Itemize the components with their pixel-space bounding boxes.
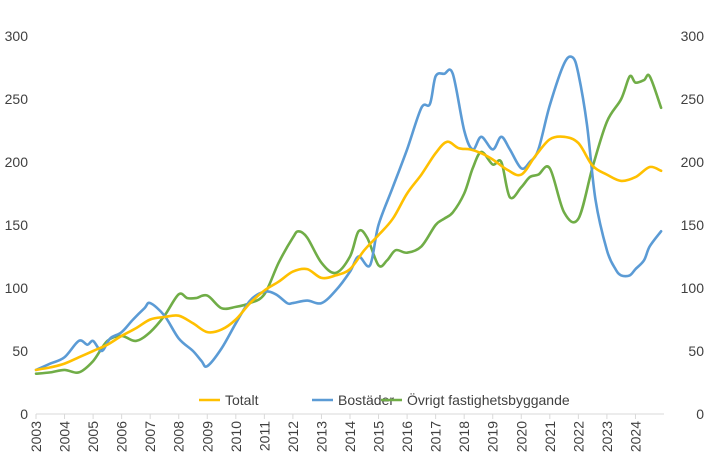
x-tick-label: 2023 xyxy=(599,421,615,452)
y-tick-label-left: 50 xyxy=(12,343,28,359)
x-tick-label: 2019 xyxy=(485,421,501,452)
legend: Totalt Bostäder Övrigt fastighetsbyggande xyxy=(199,391,570,408)
series-line-totalt xyxy=(34,135,663,372)
x-tick-label: 2012 xyxy=(285,421,301,452)
x-tick-label: 2013 xyxy=(313,421,329,452)
x-tick-label: 2008 xyxy=(171,421,187,452)
y-tick-label-right: 100 xyxy=(681,280,705,296)
series-line-bost-der xyxy=(34,55,663,372)
series-lines xyxy=(34,55,663,375)
legend-label-totalt: Totalt xyxy=(225,392,259,408)
series-line-vrigt-fastighetsbyggande xyxy=(34,73,663,375)
tick-labels: 0 0 50 50 100 100 150 150 200 200 250 250 300 300 2003… xyxy=(5,28,705,452)
axes xyxy=(35,413,664,419)
y-tick-label-right: 300 xyxy=(681,28,705,44)
y-tick-label-left: 250 xyxy=(5,91,29,107)
legend-label-vrigt-fastighetsbyggande: Övrigt fastighetsbyggande xyxy=(407,391,570,408)
y-tick-label-right: 250 xyxy=(681,91,705,107)
x-tick-label: 2021 xyxy=(542,421,558,452)
x-tick-label: 2020 xyxy=(513,421,529,452)
y-tick-label-left: 300 xyxy=(5,28,29,44)
y-tick-label-left: 200 xyxy=(5,154,29,170)
x-tick-label: 2018 xyxy=(456,421,472,452)
y-tick-label-right: 50 xyxy=(688,343,704,359)
x-tick-label: 2024 xyxy=(627,421,643,452)
y-tick-label-left: 150 xyxy=(5,217,29,233)
x-tick-label: 2017 xyxy=(428,421,444,452)
y-tick-label-right: 0 xyxy=(696,406,704,422)
x-tick-label: 2015 xyxy=(371,421,387,452)
x-tick-label: 2014 xyxy=(342,421,358,452)
x-tick-label: 2007 xyxy=(142,421,158,452)
x-tick-label: 2005 xyxy=(85,421,101,452)
y-tick-label-right: 150 xyxy=(681,217,705,233)
x-tick-label: 2022 xyxy=(570,421,586,452)
legend-label-bost-der: Bostäder xyxy=(338,392,394,408)
x-tick-label: 2006 xyxy=(114,421,130,452)
x-tick-label: 2004 xyxy=(57,421,73,452)
x-tick-label: 2011 xyxy=(256,421,272,451)
y-tick-label-right: 200 xyxy=(681,154,705,170)
x-tick-label: 2009 xyxy=(199,421,215,452)
x-tick-label: 2010 xyxy=(228,421,244,452)
x-tick-label: 2003 xyxy=(28,421,44,452)
y-tick-label-left: 0 xyxy=(20,406,28,422)
y-tick-label-left: 100 xyxy=(5,280,29,296)
x-tick-label: 2016 xyxy=(399,421,415,452)
